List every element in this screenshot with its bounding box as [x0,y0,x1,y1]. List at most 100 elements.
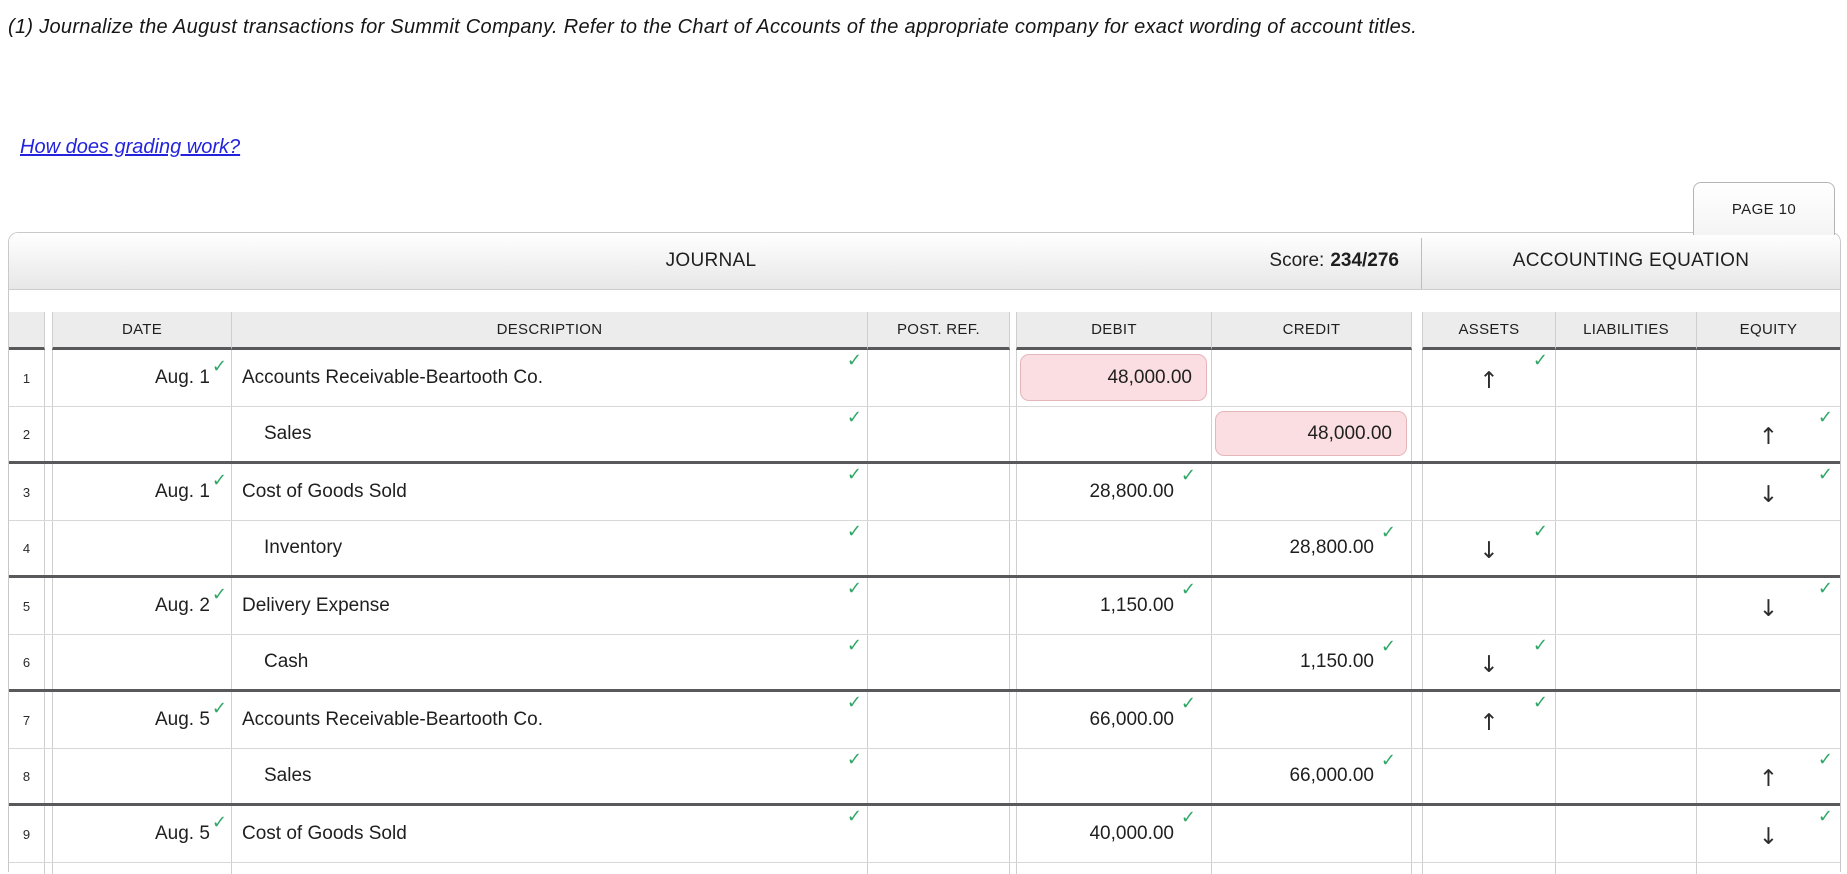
liabilities-cell[interactable] [1556,692,1697,748]
assets-cell[interactable] [1422,407,1556,461]
assets-cell[interactable] [1422,464,1556,520]
post-ref-cell[interactable] [868,464,1010,520]
post-ref-cell[interactable] [868,521,1010,575]
description-cell[interactable]: Delivery Expense ✓ [232,578,868,634]
column-gap [1010,578,1016,634]
equity-cell[interactable]: ↓ ✓ [1697,806,1840,862]
equity-cell[interactable] [1697,635,1840,689]
journal-row: 1 Aug. 1 ✓ Accounts Receivable-Beartooth Co… [9,350,1840,407]
debit-cell[interactable] [1016,521,1212,575]
equity-cell[interactable] [1697,521,1840,575]
credit-cell[interactable]: 1,150.00 ✓ [1212,635,1412,689]
post-ref-cell[interactable] [868,578,1010,634]
description-cell[interactable]: Inventory ✓ [232,521,868,575]
column-gap [45,749,52,803]
liabilities-cell[interactable] [1556,350,1697,406]
liabilities-cell[interactable] [1556,464,1697,520]
description-cell[interactable]: Accounts Receivable-Beartooth Co. ✓ [232,692,868,748]
description-cell[interactable]: Cost of Goods Sold ✓ [232,464,868,520]
credit-cell[interactable]: 48,000.00 [1212,407,1412,461]
check-icon: ✓ [1180,693,1196,714]
assets-cell[interactable]: ↑ ✓ [1422,350,1556,406]
post-ref-cell[interactable] [868,692,1010,748]
column-gap [1010,806,1016,862]
credit-cell[interactable]: 28,800.00 ✓ [1212,521,1412,575]
assets-cell[interactable]: ↑ ✓ [1422,692,1556,748]
column-gap [1010,464,1016,520]
date-cell[interactable] [52,521,232,575]
description-cell[interactable]: Cash ✓ [232,635,868,689]
assets-cell[interactable]: ↓ ✓ [1422,521,1556,575]
post-ref-cell[interactable] [868,749,1010,803]
credit-cell[interactable] [1212,350,1412,406]
grading-help-link[interactable]: How does grading work? [20,136,241,158]
debit-cell[interactable]: 66,000.00 ✓ [1016,692,1212,748]
assets-cell[interactable] [1422,578,1556,634]
date-cell[interactable] [52,635,232,689]
credit-cell[interactable]: 66,000.00 ✓ [1212,749,1412,803]
equity-cell[interactable]: ↓ ✓ [1697,578,1840,634]
check-icon: ✓ [1380,522,1396,543]
date-cell[interactable] [52,407,232,461]
equity-cell[interactable]: ↑ ✓ [1697,407,1840,461]
equity-cell[interactable] [1697,350,1840,406]
row-number: 6 [9,635,45,689]
credit-cell[interactable] [1212,464,1412,520]
row-number-header [9,312,45,350]
description-header: DESCRIPTION [232,312,868,350]
debit-cell[interactable]: 40,000.00 ✓ [1016,806,1212,862]
credit-input[interactable]: 48,000.00 [1215,411,1407,456]
credit-cell[interactable] [1212,578,1412,634]
liabilities-cell[interactable] [1556,635,1697,689]
column-gap [1010,312,1016,350]
account-title: Cost of Goods Sold [242,481,407,502]
date-header: DATE [52,312,232,350]
column-gap [1010,635,1016,689]
debit-cell[interactable] [1016,407,1212,461]
date-cell[interactable]: Aug. 1 ✓ [52,464,232,520]
column-gap [1010,749,1016,803]
assets-cell[interactable] [1422,749,1556,803]
date-cell[interactable]: Aug. 5 ✓ [52,806,232,862]
description-cell[interactable]: Sales ✓ [232,749,868,803]
liabilities-cell[interactable] [1556,578,1697,634]
debit-cell[interactable] [1016,749,1212,803]
debit-cell[interactable]: 48,000.00 [1016,350,1212,406]
liabilities-cell[interactable] [1556,407,1697,461]
debit-cell[interactable]: 1,150.00 ✓ [1016,578,1212,634]
empty-cell [1556,863,1697,874]
check-icon: ✓ [1817,806,1833,827]
column-gap [1412,407,1422,461]
date-cell[interactable] [52,749,232,803]
post-ref-cell[interactable] [868,806,1010,862]
page-tab[interactable]: PAGE 10 [1693,182,1835,235]
check-icon: ✓ [846,350,862,371]
date-cell[interactable]: Aug. 1 ✓ [52,350,232,406]
date-cell[interactable]: Aug. 2 ✓ [52,578,232,634]
post-ref-cell[interactable] [868,635,1010,689]
empty-cell [1697,863,1840,874]
equity-cell[interactable]: ↑ ✓ [1697,749,1840,803]
debit-cell[interactable]: 28,800.00 ✓ [1016,464,1212,520]
post-ref-cell[interactable] [868,350,1010,406]
assets-cell[interactable] [1422,806,1556,862]
liabilities-cell[interactable] [1556,749,1697,803]
debit-cell[interactable] [1016,635,1212,689]
equity-cell[interactable]: ↓ ✓ [1697,464,1840,520]
liabilities-cell[interactable] [1556,521,1697,575]
date-cell[interactable]: Aug. 5 ✓ [52,692,232,748]
description-cell[interactable]: Accounts Receivable-Beartooth Co. ✓ [232,350,868,406]
date-value: Aug. 5 [154,823,210,844]
description-cell[interactable]: Cost of Goods Sold ✓ [232,806,868,862]
description-cell[interactable]: Sales ✓ [232,407,868,461]
credit-cell[interactable] [1212,806,1412,862]
equity-cell[interactable] [1697,692,1840,748]
column-gap [45,692,52,748]
debit-input[interactable]: 48,000.00 [1020,354,1207,401]
liabilities-cell[interactable] [1556,806,1697,862]
check-icon: ✓ [846,635,862,656]
assets-cell[interactable]: ↓ ✓ [1422,635,1556,689]
post-ref-cell[interactable] [868,407,1010,461]
credit-cell[interactable] [1212,692,1412,748]
check-icon: ✓ [1532,692,1548,713]
